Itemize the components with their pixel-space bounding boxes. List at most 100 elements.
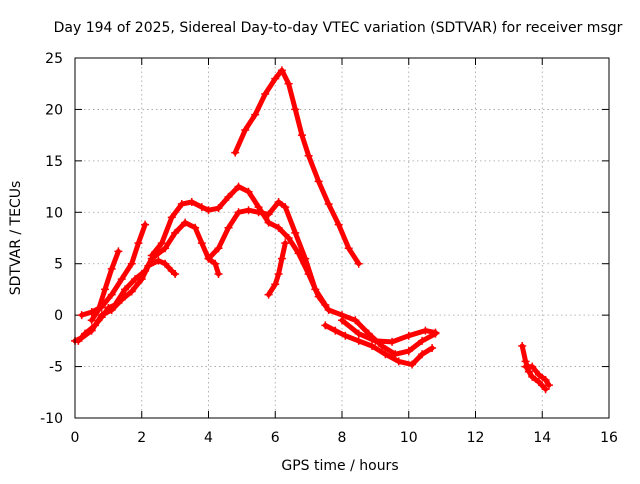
data-point-marker — [264, 210, 273, 219]
data-point-marker — [371, 336, 380, 345]
data-point-marker — [331, 326, 340, 335]
data-point-marker — [291, 228, 300, 237]
data-point-marker — [274, 270, 283, 278]
data-point-marker — [91, 321, 100, 330]
data-point-marker — [418, 350, 427, 359]
x-tick-labels: 0 2 4 6 8 10 12 14 16 — [71, 430, 618, 446]
data-point-marker — [214, 204, 223, 213]
y-tick-label: 25 — [45, 51, 63, 67]
data-point-marker — [518, 342, 527, 350]
data-point-marker — [214, 244, 223, 253]
data-point-marker — [234, 182, 243, 191]
data-point-marker — [167, 213, 176, 222]
data-point-marker — [408, 360, 417, 369]
data-point-marker — [528, 372, 537, 381]
data-point-marker — [274, 223, 283, 232]
data-point-marker — [344, 244, 353, 253]
data-point-marker — [204, 254, 213, 263]
series-line — [322, 322, 435, 367]
data-series — [71, 66, 553, 394]
y-tick-label: 0 — [54, 308, 63, 324]
data-point-marker — [354, 259, 363, 268]
data-point-marker — [321, 300, 330, 309]
y-axis-label: SDTVAR / TECUs — [8, 181, 24, 296]
data-point-marker — [87, 316, 96, 325]
data-point-marker — [244, 206, 253, 215]
data-point-marker — [244, 187, 253, 196]
series-line — [149, 184, 438, 357]
x-tick-label: 4 — [204, 430, 213, 446]
data-point-marker — [171, 228, 180, 237]
x-tick-label: 12 — [467, 430, 485, 446]
x-tick-label: 0 — [71, 430, 80, 446]
data-point-marker — [314, 177, 323, 186]
data-point-marker — [97, 313, 106, 322]
data-point-marker — [264, 290, 273, 299]
data-point-marker — [171, 270, 180, 278]
data-point-marker — [74, 336, 83, 345]
data-point-marker — [281, 239, 290, 248]
data-point-marker — [334, 220, 343, 229]
data-point-marker — [534, 378, 543, 386]
data-point-marker — [141, 220, 150, 229]
data-point-marker — [134, 239, 143, 248]
data-point-marker — [284, 234, 293, 242]
data-point-marker — [161, 244, 170, 253]
series-track-7 — [231, 66, 363, 268]
data-point-marker — [351, 316, 360, 325]
data-point-marker — [354, 329, 363, 338]
data-point-marker — [281, 203, 290, 212]
data-point-marker — [264, 218, 273, 227]
x-tick-label: 6 — [271, 430, 280, 446]
y-tick-label: 20 — [45, 102, 63, 118]
data-point-marker — [521, 362, 530, 371]
data-point-marker — [214, 270, 223, 278]
series-track-10 — [338, 316, 440, 346]
data-point-marker — [541, 385, 550, 394]
x-tick-label: 8 — [338, 430, 347, 446]
data-point-marker — [111, 300, 120, 309]
series-track-12 — [521, 362, 553, 390]
x-tick-label: 2 — [137, 430, 146, 446]
series-track-4 — [87, 247, 123, 325]
data-point-marker — [368, 342, 377, 350]
data-point-marker — [231, 148, 240, 157]
data-point-marker — [381, 350, 390, 359]
data-point-marker — [271, 74, 280, 83]
data-point-marker — [191, 223, 200, 232]
data-point-marker — [77, 311, 86, 320]
data-point-marker — [388, 337, 397, 346]
data-point-marker — [131, 275, 140, 284]
data-point-marker — [261, 90, 270, 98]
data-point-marker — [147, 251, 156, 260]
data-point-marker — [354, 336, 363, 345]
y-tick-label: 15 — [45, 154, 63, 170]
data-point-marker — [154, 256, 163, 265]
data-point-marker — [304, 151, 313, 160]
data-point-marker — [141, 266, 150, 275]
y-tick-label: -5 — [49, 360, 63, 376]
data-point-marker — [404, 347, 413, 356]
data-point-marker — [324, 306, 333, 314]
data-point-marker — [297, 131, 306, 140]
data-point-marker — [211, 259, 220, 268]
data-point-marker — [321, 321, 330, 330]
data-point-marker — [404, 331, 413, 340]
data-point-marker — [277, 66, 286, 75]
data-point-marker — [431, 328, 440, 337]
data-point-marker — [157, 239, 166, 248]
y-tick-label: 10 — [45, 205, 63, 221]
y-tick-label: 5 — [54, 257, 63, 273]
data-point-marker — [197, 203, 206, 212]
data-point-marker — [94, 306, 103, 314]
data-point-marker — [161, 259, 170, 268]
data-point-marker — [418, 336, 427, 345]
data-point-marker — [291, 105, 300, 114]
series-track-5 — [147, 182, 440, 359]
series-track-6 — [204, 198, 330, 309]
chart-title: Day 194 of 2025, Sidereal Day-to-day VTE… — [54, 20, 623, 36]
data-point-marker — [107, 290, 116, 299]
data-point-marker — [421, 326, 430, 335]
